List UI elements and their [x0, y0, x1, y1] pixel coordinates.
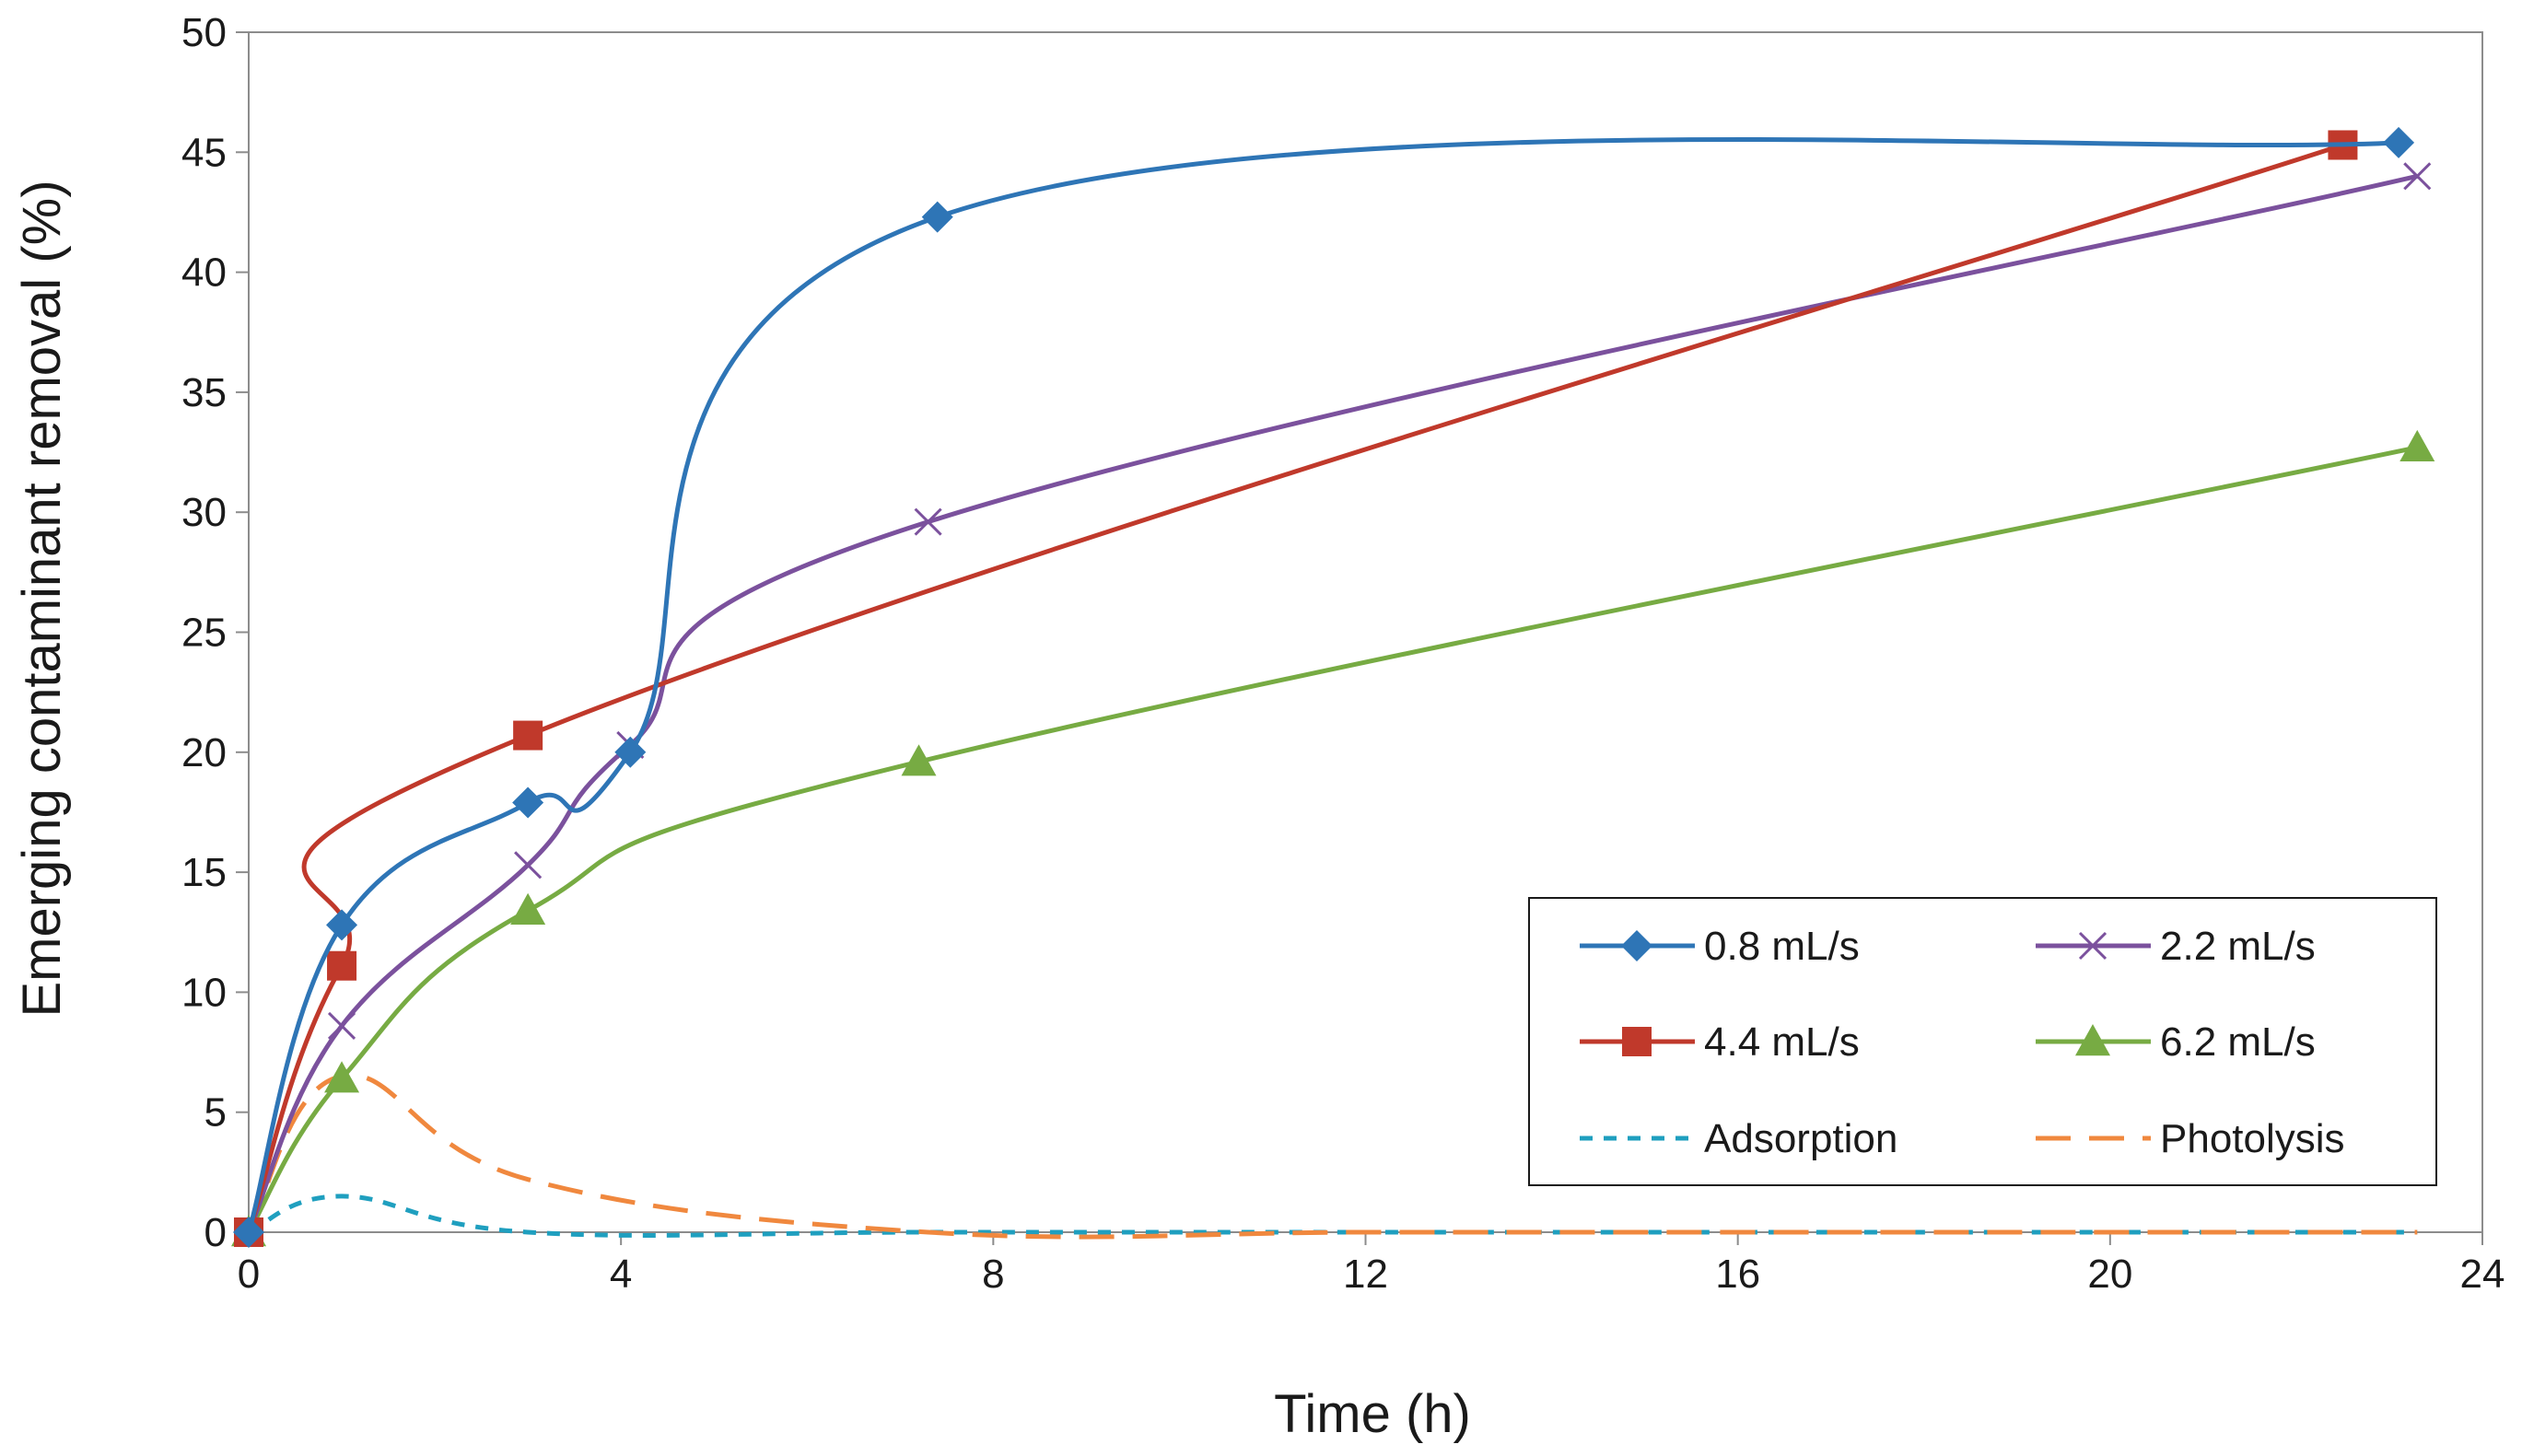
y-tick-label: 10 [181, 970, 227, 1015]
legend-entry: Photolysis [2036, 1116, 2345, 1161]
x-tick-label: 12 [1343, 1252, 1388, 1297]
y-axis-ticks: 0 5 10 15 20 25 30 35 40 45 50 [181, 10, 249, 1255]
series-line [246, 173, 2418, 1234]
marker-diamond [512, 786, 544, 819]
y-tick-label: 15 [181, 850, 227, 895]
y-tick-label: 35 [181, 370, 227, 415]
marker-x-stroke [2403, 162, 2432, 191]
y-axis-title: Emerging contaminant removal (%) [12, 180, 72, 1017]
legend-label: 2.2 mL/s [2160, 924, 2316, 969]
marker-x-stroke [914, 507, 942, 536]
legend-entry: 2.2 mL/s [2036, 924, 2316, 969]
y-tick-label: 5 [204, 1090, 227, 1136]
series-line [247, 1194, 2418, 1238]
marker-x [914, 507, 942, 536]
series-0-8-ml-s [233, 126, 2415, 1248]
series-line [246, 143, 2344, 1233]
legend-label: Photolysis [2160, 1116, 2345, 1161]
marker-square [1622, 1027, 1652, 1056]
marker-triangle [2075, 1024, 2110, 1056]
marker-diamond [2383, 126, 2415, 158]
marker-square [327, 950, 357, 981]
marker-diamond [921, 201, 953, 233]
legend-entry: 4.4 mL/s [1580, 1019, 1860, 1065]
marker-diamond [1621, 930, 1652, 961]
x-tick-label: 4 [610, 1252, 632, 1297]
marker-triangle [901, 744, 937, 776]
y-tick-label: 25 [181, 611, 227, 656]
marker-x-stroke [327, 1011, 356, 1040]
marker-x [2078, 931, 2108, 961]
y-tick-label: 40 [181, 250, 227, 296]
series-adsorption [247, 1194, 2418, 1238]
marker-x [2403, 162, 2432, 191]
legend-label: 0.8 mL/s [1704, 924, 1860, 969]
legend: 0.8 mL/s 2.2 mL/s 4.4 mL/s 6.2 mL/s Adsorpti… [1528, 897, 2437, 1186]
y-tick-label: 45 [181, 130, 227, 175]
y-tick-label: 50 [181, 10, 227, 55]
x-axis-ticks: 0 4 8 12 16 20 24 [238, 1232, 2505, 1297]
y-tick-label: 0 [204, 1210, 227, 1255]
marker-triangle [324, 1061, 360, 1093]
marker-x [327, 1011, 356, 1040]
marker-square [513, 720, 543, 751]
x-tick-label: 8 [982, 1252, 1004, 1297]
legend-label: 4.4 mL/s [1704, 1019, 1860, 1065]
marker-diamond [326, 909, 358, 941]
marker-x-stroke [514, 851, 543, 879]
marker-x [514, 851, 543, 879]
series-layer [231, 126, 2435, 1248]
legend-entry: Adsorption [1580, 1116, 1897, 1161]
y-tick-label: 30 [181, 490, 227, 535]
y-tick-label: 20 [181, 730, 227, 775]
marker-diamond [233, 1217, 264, 1248]
legend-entry: 0.8 mL/s [1580, 924, 1860, 969]
series-line [246, 1073, 2418, 1240]
marker-triangle [510, 892, 546, 925]
legend-entry: 6.2 mL/s [2036, 1019, 2316, 1065]
x-tick-label: 20 [2087, 1252, 2132, 1297]
marker-x-stroke [2078, 931, 2108, 961]
legend-label: Adsorption [1704, 1116, 1897, 1161]
x-tick-label: 24 [2460, 1252, 2505, 1297]
series-line [246, 137, 2399, 1233]
marker-diamond [614, 736, 647, 768]
legend-label: 6.2 mL/s [2160, 1019, 2316, 1065]
x-axis-title: Time (h) [1274, 1384, 1471, 1444]
series-photolysis [246, 1073, 2418, 1240]
x-tick-label: 16 [1715, 1252, 1760, 1297]
x-tick-label: 0 [238, 1252, 260, 1297]
marker-triangle [2399, 429, 2435, 462]
